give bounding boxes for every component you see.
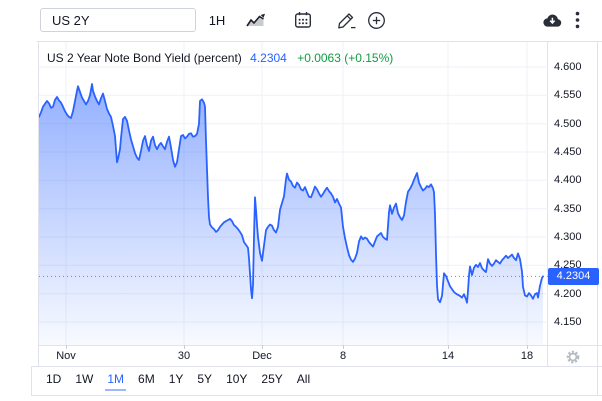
calendar-icon: [295, 12, 312, 28]
save-button[interactable]: [541, 6, 563, 34]
price-tick: 4.200: [554, 287, 582, 300]
settings-button[interactable]: [562, 347, 584, 367]
current-price-value: 4.2304: [556, 269, 591, 282]
timeframe-1m[interactable]: 1M: [105, 370, 127, 391]
price-tick: 4.150: [554, 315, 582, 328]
time-axis[interactable]: Nov 30 Dec 8 14 18: [39, 345, 548, 366]
timeframe-6m[interactable]: 6M: [136, 370, 157, 391]
cloud-download-icon: [542, 14, 561, 27]
price-change: +0.0063 (+0.15%): [297, 51, 394, 65]
chart-style-button[interactable]: [245, 6, 267, 34]
time-tick-mark: [262, 345, 263, 349]
timeframe-1y[interactable]: 1Y: [167, 370, 186, 391]
price-tick: 4.500: [554, 117, 582, 130]
pencil-icon: [338, 13, 356, 29]
pane-left-border: [38, 41, 39, 367]
symbol-text: US 2Y: [52, 12, 90, 28]
tf-row-top-border: [31, 366, 602, 367]
interval-button[interactable]: 1H: [203, 6, 231, 34]
price-tick: 4.600: [554, 60, 582, 73]
current-price-badge: 4.2304: [548, 267, 599, 285]
symbol-search-input[interactable]: US 2Y: [40, 8, 196, 32]
instrument-title: US 2 Year Note Bond Yield (percent): [47, 51, 242, 65]
time-tick-mark: [527, 345, 528, 349]
area-chart-icon: [246, 13, 265, 27]
timeframe-1w[interactable]: 1W: [73, 370, 95, 391]
legend: US 2 Year Note Bond Yield (percent) 4.23…: [47, 51, 393, 65]
settings-gear-icon: [566, 350, 580, 364]
time-tick: 8: [339, 350, 347, 362]
more-menu-button[interactable]: [570, 6, 584, 34]
kebab-menu-icon: [575, 11, 579, 29]
timeframe-25y[interactable]: 25Y: [259, 370, 284, 391]
widget-right-border: [597, 41, 598, 396]
timeframe-all[interactable]: All: [295, 370, 312, 391]
time-tick: 14: [441, 350, 455, 362]
price-tick: 4.300: [554, 230, 582, 243]
draw-button[interactable]: [335, 6, 357, 34]
price-axis-border: [547, 41, 548, 367]
price-area-chart[interactable]: [39, 42, 548, 345]
price-tick: 4.550: [554, 89, 582, 102]
pane-top-border: [37, 41, 602, 42]
widget-bottom-border: [31, 395, 602, 396]
time-tick: 30: [177, 350, 191, 362]
timeframe-bar: 1D 1W 1M 6M 1Y 5Y 10Y 25Y All: [44, 367, 312, 394]
time-tick-mark: [343, 345, 344, 349]
time-tick: Dec: [252, 350, 272, 362]
timeframe-1d[interactable]: 1D: [44, 370, 63, 391]
compare-add-button[interactable]: [366, 6, 386, 34]
widget-left-border: [31, 366, 32, 395]
toolbar: US 2Y 1H: [0, 0, 602, 41]
price-tick: 4.450: [554, 145, 582, 158]
timeframe-5y[interactable]: 5Y: [195, 370, 214, 391]
time-tick: 18: [520, 350, 534, 362]
time-tick: Nov: [56, 350, 76, 362]
price-axis[interactable]: 4.600 4.550 4.500 4.450 4.400 4.350 4.300 4.250…: [548, 42, 597, 345]
time-axis-border: [38, 345, 602, 346]
timeframe-10y[interactable]: 10Y: [224, 370, 249, 391]
price-tick: 4.350: [554, 202, 582, 215]
price-tick: 4.400: [554, 174, 582, 187]
last-price: 4.2304: [250, 51, 287, 65]
time-tick-mark: [184, 345, 185, 349]
calendar-button[interactable]: [293, 6, 313, 34]
time-tick-mark: [66, 345, 67, 349]
plus-circle-icon: [367, 11, 385, 29]
time-tick-mark: [448, 345, 449, 349]
